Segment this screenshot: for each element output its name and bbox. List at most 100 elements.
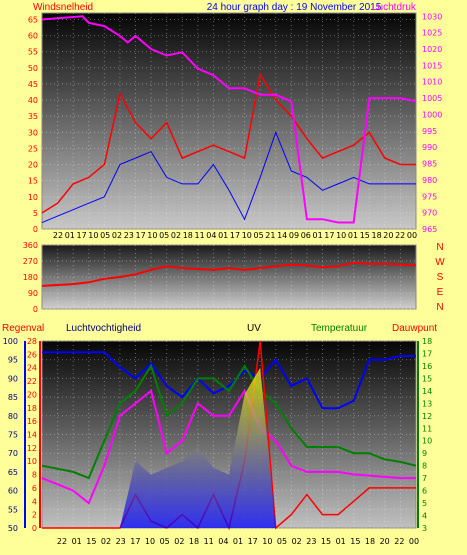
x-tick-label: 04 [206,231,216,240]
wind-tick-label: 40 [28,96,38,105]
x-tick-label: 18 [372,231,382,240]
compass-label: E [437,287,444,298]
x-tick-label: 05 [254,231,264,240]
x-tick-label: 04 [218,537,228,546]
x-tick-label: 06 [301,231,311,240]
x-tick-label: 01 [313,231,323,240]
rain-tick-label: 16 [27,417,37,426]
x-tick-label: 15 [360,231,370,240]
x-tick-label: 17 [324,231,334,240]
wind-tick-label: 5 [33,209,38,218]
x-tick-label: 17 [130,537,140,546]
temperature-tick-label: 3 [422,524,427,533]
x-tick-label: 01 [218,231,228,240]
pressure-tick-label: 990 [422,143,437,152]
x-tick-label: 17 [248,537,258,546]
rain-tick-label: 20 [27,390,37,399]
pressure-tick-label: 1025 [422,29,442,38]
x-tick-label: 23 [116,537,126,546]
wind-tick-label: 35 [28,112,38,121]
wind-tick-label: 0 [33,225,38,234]
x-tick-label: 01 [336,537,346,546]
temperature-tick-label: 9 [422,449,427,458]
x-tick-label: 23 [306,537,316,546]
direction-tick-label: 270 [23,257,38,266]
pressure-line [41,15,417,224]
x-tick-label: 20 [380,537,390,546]
temperature-tick-label: 18 [422,337,432,346]
temperature-tick-label: 12 [422,412,432,421]
wind-pressure-grid [42,13,416,230]
weather-legend-labels: Regenval Luchtvochtigheid UV Temperatuur… [2,323,437,334]
wind-tick-label: 20 [28,161,38,170]
humidity-tick-label: 65 [8,468,18,477]
compass-label: N [436,302,443,313]
rain-tick-label: 22 [27,377,37,386]
rain-tick-label: 2 [32,511,37,520]
weather-axes: 5055606570758085909510002468101214161820… [3,337,432,533]
x-tick-label: 22 [394,537,404,546]
pressure-tick-label: 1005 [422,94,442,103]
wind-tick-label: 30 [28,128,38,137]
x-tick-label: 18 [189,537,199,546]
x-tick-label: 01 [348,231,358,240]
wind-tick-label: 60 [28,32,38,41]
pressure-tick-label: 1000 [422,110,442,119]
temperature-tick-label: 6 [422,487,427,496]
weather-panel: Regenval Luchtvochtigheid UV Temperatuur… [2,323,437,546]
x-tick-label: 15 [86,537,96,546]
x-tick-label: 22 [395,231,405,240]
x-tick-label: 10 [147,231,157,240]
temperature-tick-label: 11 [422,424,432,433]
x-tick-label: 05 [277,537,287,546]
humidity-label: Luchtvochtigheid [66,323,141,334]
temperature-tick-label: 17 [422,349,432,358]
x-tick-label: 01 [72,537,82,546]
chart-title: 24 hour graph day : 19 November 2015 [207,2,382,13]
x-tick-label: 22 [53,231,63,240]
rain-tick-label: 26 [27,350,37,359]
x-tick-label: 02 [292,537,302,546]
uv-label: UV [247,323,261,334]
compass-label: N [436,242,443,253]
x-tick-label: 10 [88,231,98,240]
wind-axis-title: Windsnelheid [33,2,93,13]
rain-tick-label: 6 [32,484,37,493]
compass-label: W [435,257,445,268]
humidity-tick-label: 70 [8,449,18,458]
x-tick-label: 11 [204,537,214,546]
humidity-tick-label: 90 [8,374,18,383]
rain-label: Regenval [2,323,44,334]
x-tick-label: 02 [112,231,122,240]
x-tick-label: 22 [57,537,67,546]
wind-tick-label: 45 [28,80,38,89]
x-tick-label: 14 [277,231,287,240]
humidity-tick-label: 95 [8,356,18,365]
wind-direction-grid [42,244,416,310]
wind-tick-label: 15 [28,177,38,186]
x-tick-label: 05 [160,537,170,546]
temperature-label: Temperatuur [311,323,368,334]
x-tick-label: 02 [101,537,111,546]
dewpoint-line [41,388,416,505]
humidity-tick-label: 50 [8,524,18,533]
wind-tick-label: 55 [28,48,38,57]
wind-direction-line [41,261,417,287]
temperature-tick-label: 14 [422,387,432,396]
x-tick-label: 00 [407,231,417,240]
temperature-tick-label: 8 [422,462,427,471]
wind-pressure-x-axis: 22 01 17 10 05 02 23 17 10 05 02 18 11 04 01 17 10 05 21 14… [53,231,417,240]
x-tick-label: 18 [183,231,193,240]
humidity-line [42,351,416,410]
humidity-tick-label: 60 [8,487,18,496]
wind-tick-label: 25 [28,144,38,153]
x-tick-label: 15 [321,537,331,546]
x-tick-label: 10 [145,537,155,546]
temperature-tick-label: 16 [422,362,432,371]
x-tick-label: 10 [242,231,252,240]
x-tick-label: 05 [100,231,110,240]
wind-direction-axis-ticks: 0 90 180 270 360 [23,241,38,314]
